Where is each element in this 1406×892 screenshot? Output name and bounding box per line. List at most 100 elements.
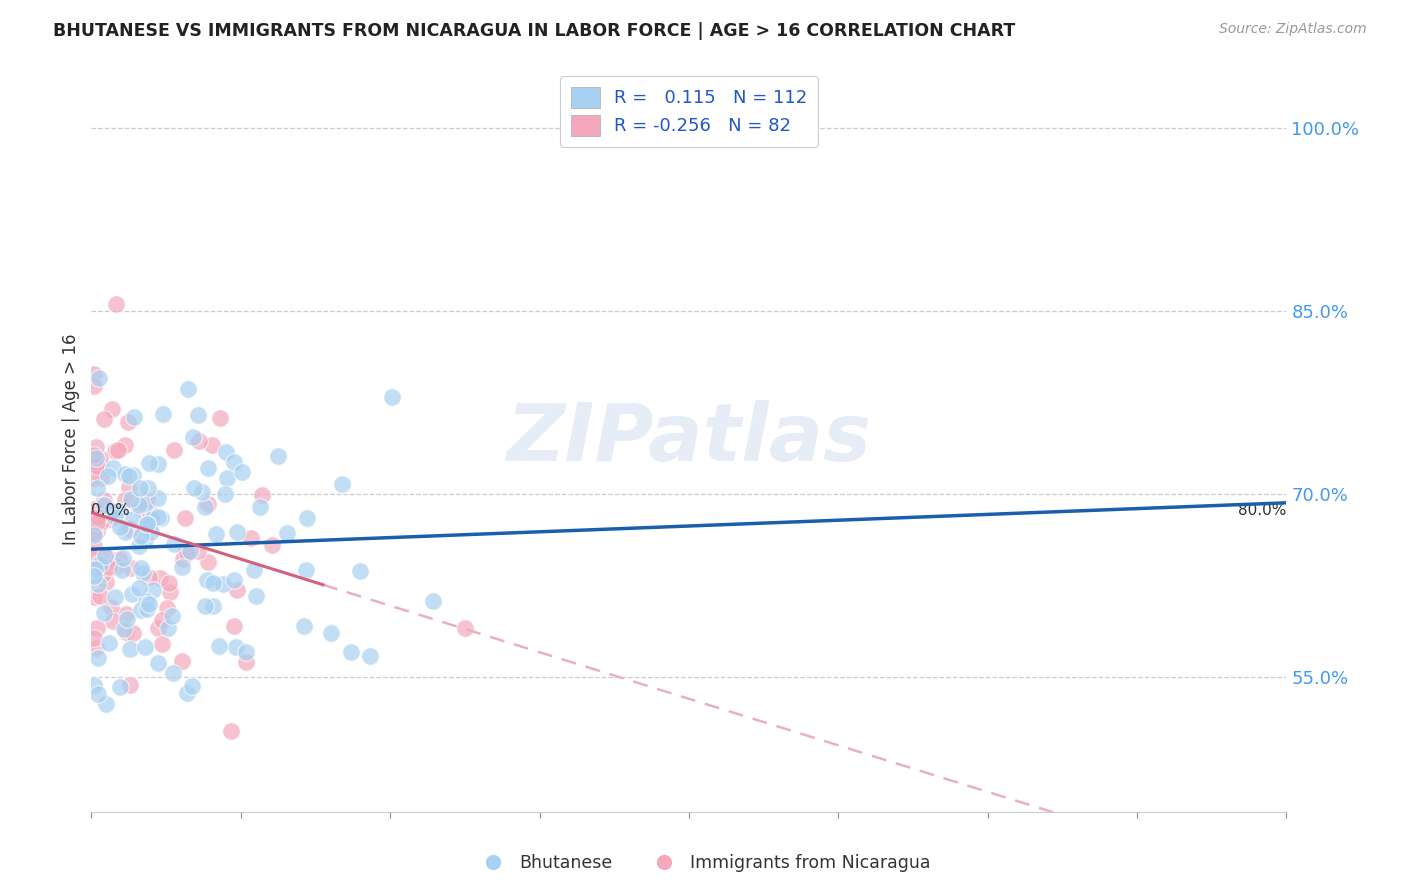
Point [120,492,142,507]
Point [163,537,186,551]
Text: BHUTANESE VS IMMIGRANTS FROM NICARAGUA IN LABOR FORCE | AGE > 16 CORRELATION CHA: BHUTANESE VS IMMIGRANTS FROM NICARAGUA I… [53,22,1015,40]
Point [142,510,165,524]
Text: Source: ZipAtlas.com: Source: ZipAtlas.com [1219,22,1367,37]
Point [89,557,111,571]
Point [132,566,155,580]
Point [87,371,110,385]
Point [208,639,231,653]
Legend: Bhutanese, Immigrants from Nicaragua: Bhutanese, Immigrants from Nicaragua [468,847,938,879]
Point [135,517,157,532]
Point [146,510,169,524]
Point [129,602,152,616]
Point [136,517,159,532]
Point [217,471,239,485]
Point [138,518,160,533]
Point [128,498,150,512]
Point [214,486,236,500]
Point [349,564,371,578]
Point [86,515,108,529]
Point [91,566,114,581]
Point [112,550,135,565]
Point [129,561,152,575]
Point [224,455,246,469]
Text: ZIPatlas: ZIPatlas [506,401,872,478]
Point [108,504,131,518]
Point [138,456,160,470]
Point [122,467,145,482]
Point [226,524,249,539]
Point [90,471,112,485]
Point [149,572,172,586]
Point [111,563,134,577]
Point [183,481,205,495]
Point [86,621,108,635]
Point [87,510,110,524]
Point [83,539,105,553]
Point [136,481,159,495]
Point [170,560,193,574]
Point [83,528,105,542]
Point [219,723,242,738]
Point [87,687,110,701]
Point [321,626,343,640]
Point [159,585,181,599]
Point [94,697,117,711]
Point [115,607,138,621]
Point [141,512,163,526]
Point [163,442,186,457]
Point [83,551,105,566]
Point [160,609,183,624]
Point [197,497,219,511]
Point [87,651,110,665]
Point [128,539,150,553]
Point [260,539,283,553]
Point [120,641,142,656]
Point [129,481,152,495]
Point [422,594,444,608]
Point [115,625,138,640]
Point [179,544,201,558]
Point [194,500,217,515]
Point [93,606,115,620]
Point [146,457,169,471]
Point [120,561,142,575]
Point [159,576,181,591]
Point [245,589,267,603]
Point [211,576,233,591]
Point [138,597,160,611]
Point [136,601,159,615]
Point [103,615,125,629]
Point [231,465,253,479]
Point [93,498,115,512]
Point [142,582,165,597]
Point [187,544,209,558]
Point [118,468,141,483]
Point [295,563,318,577]
Point [100,599,122,614]
Point [292,619,315,633]
Point [138,570,160,584]
Point [149,511,172,525]
Legend: R =   0.115   N = 112, R = -0.256   N = 82: R = 0.115 N = 112, R = -0.256 N = 82 [560,76,818,146]
Point [174,546,197,560]
Point [191,485,214,500]
Point [201,599,224,614]
Y-axis label: In Labor Force | Age > 16: In Labor Force | Age > 16 [62,334,80,545]
Point [117,480,139,494]
Point [195,574,218,588]
Point [240,531,263,545]
Point [197,460,219,475]
Point [139,525,162,540]
Point [101,504,124,518]
Point [187,409,209,423]
Point [104,296,127,310]
Point [114,438,136,452]
Point [83,379,105,393]
Point [172,552,194,566]
Point [134,640,156,655]
Point [89,589,111,603]
Point [152,407,174,421]
Point [187,434,209,448]
Point [121,493,143,508]
Point [86,481,108,495]
